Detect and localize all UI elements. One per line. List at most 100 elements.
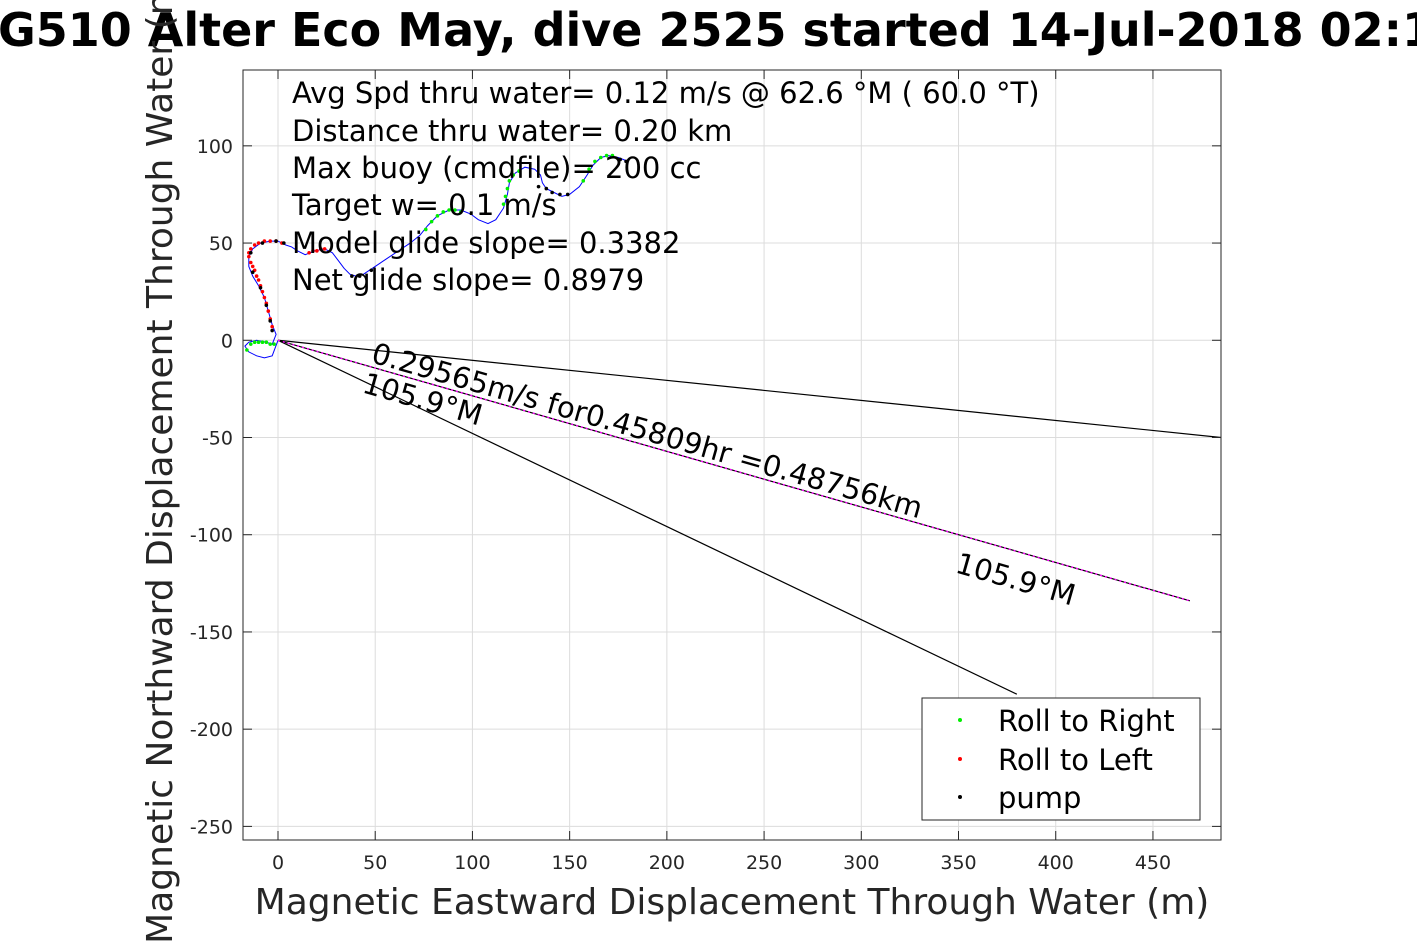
roll-right-point <box>248 342 253 346</box>
roll-left-point <box>266 309 271 313</box>
legend: Roll to Right Roll to Left pump <box>921 697 1201 821</box>
roll-left-point <box>322 247 327 251</box>
pump-point <box>618 157 623 162</box>
roll-left-point <box>250 264 255 269</box>
y-axis-label: Magnetic Northward Displacement Through … <box>140 0 181 944</box>
legend-label-roll-right: Roll to Right <box>998 704 1175 738</box>
pump-point <box>264 303 269 308</box>
y-tick-label: 100 <box>197 136 233 158</box>
roll-right-point <box>268 342 273 346</box>
legend-label-pump: pump <box>998 781 1081 815</box>
roll-left-point <box>256 278 261 282</box>
pump-point <box>550 190 554 195</box>
pump-point <box>536 184 541 189</box>
heading-label-2: 105.9°M <box>952 546 1079 612</box>
annotation-net-glide: Net glide slope= 0.8979 <box>292 263 644 297</box>
roll-left-point <box>318 247 323 251</box>
x-axis-label: Magnetic Eastward Displacement Through W… <box>255 882 1210 923</box>
roll-left-point <box>268 239 273 243</box>
y-ticks: 100 50 0 -50 -100 -150 -200 -250 <box>190 136 1221 838</box>
legend-marker-roll-right <box>958 718 962 722</box>
x-tick-label: 50 <box>363 852 387 874</box>
roll-right-point <box>581 179 586 183</box>
reference-line <box>277 339 1018 695</box>
roll-right-point <box>447 208 451 212</box>
roll-right-point <box>503 194 508 199</box>
current-label: 0.29565m/s for0.45809hr =0.48756km <box>368 336 926 525</box>
roll-right-point <box>501 202 506 206</box>
pump-point <box>565 192 570 197</box>
annotation-max-buoy: Max buoy (cmdfile)= 200 cc <box>292 151 701 185</box>
roll-left-point <box>315 249 319 253</box>
x-tick-label: 100 <box>454 852 490 874</box>
roll-left-point <box>247 254 251 259</box>
x-tick-label: 300 <box>843 852 879 874</box>
legend-box <box>921 697 1201 821</box>
reference-line <box>277 339 1222 439</box>
roll-left-point <box>256 241 261 245</box>
roll-right-point <box>256 340 261 345</box>
roll-left-point <box>252 243 257 247</box>
y-tick-label: -200 <box>190 719 233 741</box>
x-tick-label: 400 <box>1038 852 1074 874</box>
pump-point <box>270 328 274 333</box>
pump-point <box>624 159 628 164</box>
roll-right-point <box>598 155 603 160</box>
pump-point <box>558 192 562 197</box>
y-tick-label: -50 <box>202 428 233 450</box>
roll-right-point <box>604 153 609 158</box>
x-tick-label: 0 <box>272 852 284 874</box>
roll-right-point <box>429 219 434 224</box>
pump-point <box>258 285 263 290</box>
legend-marker-pump <box>958 795 962 799</box>
legend-marker-roll-left <box>958 757 962 761</box>
stats-annotations: Avg Spd thru water= 0.12 m/s @ 62.6 °M (… <box>291 76 1040 297</box>
plot-area-frame <box>242 69 1222 841</box>
y-tick-label: -100 <box>190 525 233 547</box>
pump-point <box>268 319 273 323</box>
y-tick-label: -150 <box>190 622 233 644</box>
pump-markers <box>248 157 628 333</box>
roll-right-markers <box>245 153 615 352</box>
pump-point <box>282 241 286 245</box>
annotation-model-glide: Model glide slope= 0.3382 <box>292 226 680 260</box>
pump-point <box>544 186 549 191</box>
pump-point <box>369 268 374 273</box>
x-tick-label: 350 <box>940 852 976 874</box>
roll-right-point <box>435 214 440 218</box>
roll-right-point <box>593 159 597 164</box>
y-tick-label: 0 <box>221 330 233 352</box>
pump-point <box>274 239 278 243</box>
x-tick-label: 200 <box>649 852 685 874</box>
roll-right-point <box>511 173 516 177</box>
roll-right-point <box>264 340 269 345</box>
roll-right-point <box>245 348 249 352</box>
y-tick-label: 50 <box>209 233 233 255</box>
x-tick-label: 150 <box>552 852 588 874</box>
roll-right-point <box>423 227 428 232</box>
pump-point <box>357 274 362 278</box>
pump-point <box>260 241 265 245</box>
annotation-avg-speed: Avg Spd thru water= 0.12 m/s @ 62.6 °M (… <box>292 76 1040 110</box>
annotation-distance: Distance thru water= 0.20 km <box>292 114 732 148</box>
pump-point <box>248 250 253 255</box>
x-tick-label: 250 <box>746 852 782 874</box>
current-vector-dots <box>277 339 1191 602</box>
roll-left-point <box>311 249 315 253</box>
roll-left-point <box>248 247 253 251</box>
legend-label-roll-left: Roll to Left <box>998 743 1153 777</box>
roll-right-point <box>517 169 521 173</box>
roll-left-point <box>254 274 259 278</box>
roll-right-point <box>458 210 463 214</box>
roll-left-point <box>248 260 253 265</box>
annotation-target-w: Target w= 0.1 m/s <box>291 188 557 222</box>
roll-right-point <box>252 340 257 345</box>
y-tick-label: -250 <box>190 816 233 838</box>
roll-right-point <box>453 208 457 212</box>
grid <box>243 70 1221 840</box>
roll-left-point <box>307 250 311 255</box>
roll-right-point <box>505 186 510 191</box>
pump-point <box>350 274 354 278</box>
roll-right-point <box>272 342 276 346</box>
